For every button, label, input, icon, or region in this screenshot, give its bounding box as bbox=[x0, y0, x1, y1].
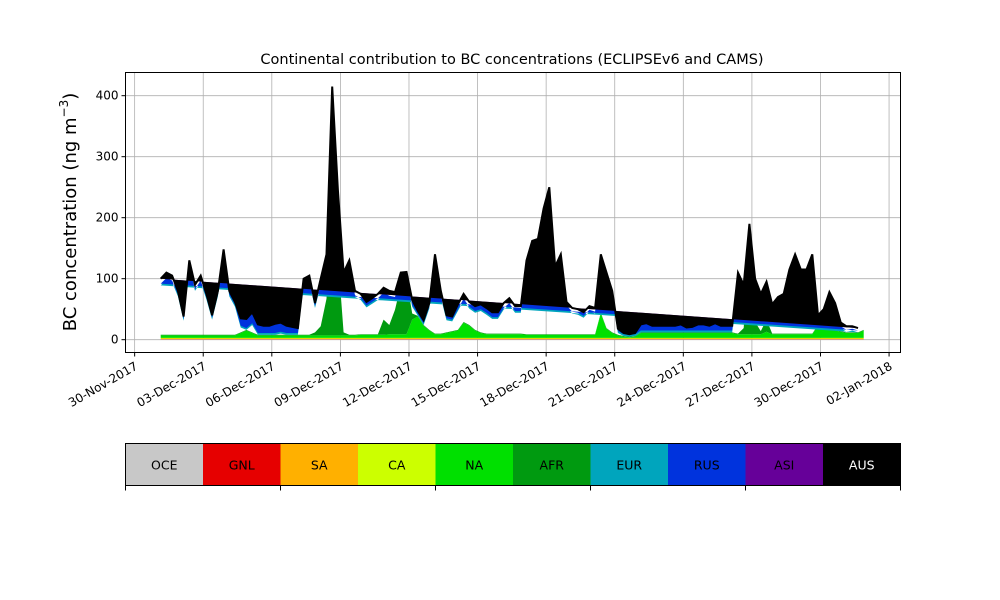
legend-label-gnl: GNL bbox=[229, 458, 255, 473]
x-tick-label: 21-Dec-2017 bbox=[546, 359, 620, 410]
legend-label-rus: RUS bbox=[694, 458, 720, 473]
area-sa bbox=[160, 338, 864, 340]
x-tick-label: 02-Jan-2018 bbox=[824, 359, 895, 408]
y-tick-label: 100 bbox=[96, 272, 119, 286]
legend-swatch-na bbox=[435, 443, 513, 486]
legend-swatch-gnl bbox=[203, 443, 281, 486]
area-afr bbox=[160, 182, 864, 338]
legend-swatch-rus bbox=[668, 443, 746, 486]
colorbar-legend: OCE GNL SA CA NA AFR EUR RUS ASI AUS bbox=[125, 443, 901, 491]
legend-label-sa: SA bbox=[311, 458, 328, 473]
y-axis-label: BC concentration (ng m−3) bbox=[57, 93, 81, 332]
x-tick-label: 12-Dec-2017 bbox=[340, 359, 414, 410]
y-tick-label: 400 bbox=[96, 89, 119, 103]
chart-title: Continental contribution to BC concentra… bbox=[260, 52, 763, 68]
x-tick-label: 27-Dec-2017 bbox=[683, 359, 757, 410]
legend-label-ca: CA bbox=[388, 458, 406, 473]
x-tick-label: 24-Dec-2017 bbox=[615, 359, 689, 410]
grid-lines bbox=[125, 72, 901, 353]
legend-swatch-sa bbox=[280, 443, 358, 486]
x-tick-label: 03-Dec-2017 bbox=[134, 359, 208, 410]
legend-label-asi: ASI bbox=[774, 458, 794, 473]
legend-label-eur: EUR bbox=[616, 458, 642, 473]
legend-label-aus: AUS bbox=[849, 458, 875, 473]
plot-frame bbox=[125, 72, 901, 353]
legend-label-oce: OCE bbox=[151, 458, 178, 473]
colorbar-frame bbox=[125, 443, 901, 486]
legend-swatch-aus bbox=[823, 443, 901, 486]
x-tick-label: 06-Dec-2017 bbox=[203, 359, 277, 410]
x-tick-label: 30-Nov-2017 bbox=[66, 359, 140, 410]
legend-label-na: NA bbox=[465, 458, 483, 473]
x-tick-label: 09-Dec-2017 bbox=[272, 359, 346, 410]
legend-label-afr: AFR bbox=[540, 458, 565, 473]
y-tick-label: 300 bbox=[96, 150, 119, 164]
legend-swatch-afr bbox=[513, 443, 591, 486]
y-tick-label: 0 bbox=[111, 333, 119, 347]
stacked-areas bbox=[159, 86, 864, 340]
axis-ticks: 0 100 200 300 400 30-Nov-201703-Dec-201706-De… bbox=[66, 89, 895, 410]
x-tick-label: 30-Dec-2017 bbox=[752, 359, 826, 410]
legend-swatch-ca bbox=[358, 443, 436, 486]
legend-swatch-eur bbox=[590, 443, 668, 486]
x-tick-label: 18-Dec-2017 bbox=[477, 359, 551, 410]
area-ca bbox=[160, 337, 864, 339]
y-tick-label: 200 bbox=[96, 211, 119, 225]
x-tick-label: 15-Dec-2017 bbox=[409, 359, 483, 410]
legend-swatch-asi bbox=[745, 443, 823, 486]
legend-swatch-oce bbox=[125, 443, 203, 486]
total-line bbox=[159, 86, 859, 336]
area-na bbox=[160, 313, 864, 338]
